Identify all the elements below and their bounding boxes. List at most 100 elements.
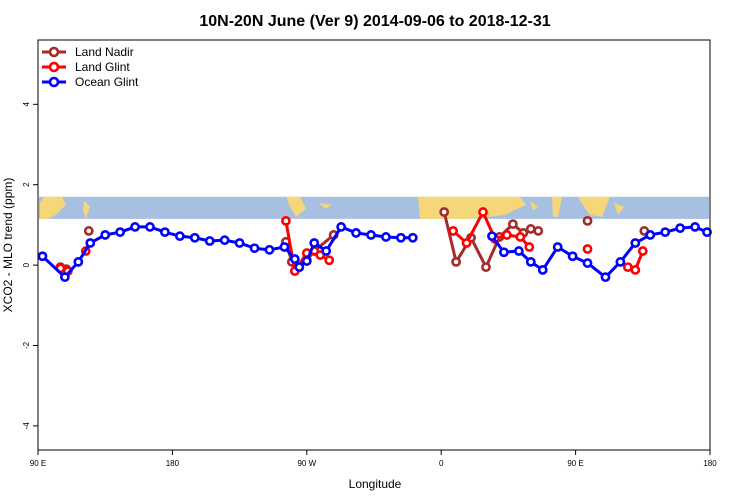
y-tick-label: 0 [22, 262, 31, 267]
x-tick-label: 180 [166, 459, 180, 468]
data-point [381, 232, 391, 242]
data-point [630, 265, 641, 275]
map-band [39, 196, 709, 219]
data-point [502, 230, 512, 240]
y-axis: -4 -2 0 2 4 [22, 102, 38, 430]
legend-label: Land Glint [75, 60, 130, 74]
data-point [351, 228, 361, 238]
map-band-land [552, 196, 562, 217]
data-point [637, 246, 648, 256]
data-point [525, 256, 536, 267]
y-tick-label: 4 [22, 102, 31, 107]
data-point [582, 215, 593, 226]
data-point [301, 256, 312, 266]
y-axis-label: XCO2 - MLO trend (ppm) [1, 178, 15, 313]
data-point [513, 246, 524, 256]
legend-swatch-marker [48, 76, 60, 88]
data-point [533, 226, 544, 236]
legend-label: Ocean Glint [75, 75, 139, 89]
data-point [294, 262, 305, 273]
y-tick-label: 2 [22, 182, 31, 187]
data-point [645, 230, 656, 240]
x-tick-label: 90 W [297, 459, 316, 468]
data-point [309, 238, 320, 248]
x-tick-label: 180 [703, 459, 717, 468]
data-point [321, 246, 332, 256]
data-point [83, 226, 94, 236]
series-ocean-glint [37, 222, 712, 283]
legend-item: Ocean Glint [42, 75, 139, 89]
y-tick-label: -4 [22, 422, 31, 430]
data-point [324, 255, 335, 266]
data-point [507, 219, 518, 229]
x-tick-label: 0 [439, 459, 444, 468]
data-point [73, 256, 84, 267]
data-point [660, 227, 671, 238]
data-point [515, 232, 526, 242]
legend-swatch-marker [48, 61, 60, 73]
chart-title: 10N-20N June (Ver 9) 2014-09-06 to 2018-… [199, 13, 550, 30]
data-point [448, 226, 459, 236]
legend-item: Land Nadir [42, 45, 134, 59]
data-point [264, 244, 275, 255]
map-band-land [83, 200, 90, 219]
data-point [615, 256, 626, 267]
data-point [525, 224, 536, 234]
x-axis: 90 E 180 90 W 0 90 E 180 [30, 450, 717, 468]
data-point [279, 242, 290, 252]
data-point [249, 243, 260, 254]
data-point [219, 235, 230, 246]
data-point [481, 262, 491, 273]
data-point [582, 258, 593, 268]
series-land-glint [55, 207, 648, 277]
data-point [115, 227, 126, 238]
data-point [189, 232, 200, 243]
data-point [234, 238, 245, 248]
data-point [439, 207, 450, 217]
map-band-land [40, 196, 66, 219]
data-point [160, 227, 170, 238]
data-point [622, 262, 633, 273]
data-point [130, 222, 140, 232]
series-line [490, 225, 708, 279]
data-point [366, 230, 376, 240]
data-point [336, 222, 347, 232]
data-point [582, 244, 593, 254]
data-point [451, 256, 462, 267]
data-point [289, 254, 300, 264]
series-layer [37, 207, 712, 283]
data-point [524, 242, 535, 252]
data-point [499, 247, 509, 258]
map-band-land [578, 196, 610, 217]
data-point [478, 207, 488, 217]
y-tick-label: -2 [22, 341, 31, 349]
data-point [395, 232, 406, 243]
data-point [487, 231, 497, 242]
data-point [567, 251, 578, 262]
x-tick-label: 90 E [567, 459, 583, 468]
legend-label: Land Nadir [75, 45, 134, 59]
data-point [461, 238, 472, 248]
data-point [675, 223, 686, 234]
legend-item: Land Glint [42, 60, 130, 74]
legend-swatch-marker [48, 46, 60, 58]
data-point [407, 232, 418, 243]
data-point [100, 230, 111, 240]
data-point [85, 238, 96, 248]
data-point [630, 238, 641, 248]
map-band-land [614, 202, 624, 215]
data-point [145, 222, 155, 232]
data-point [204, 236, 215, 246]
data-point [552, 242, 563, 252]
x-tick-label: 90 E [30, 459, 46, 468]
x-axis-label: Longitude [349, 477, 402, 491]
data-point [280, 215, 291, 226]
map-band-land [318, 202, 332, 209]
data-point [59, 272, 70, 283]
map-band-land [530, 200, 538, 211]
data-point [690, 222, 700, 232]
map-band-ocean [39, 196, 709, 219]
plot-frame [37, 39, 711, 451]
